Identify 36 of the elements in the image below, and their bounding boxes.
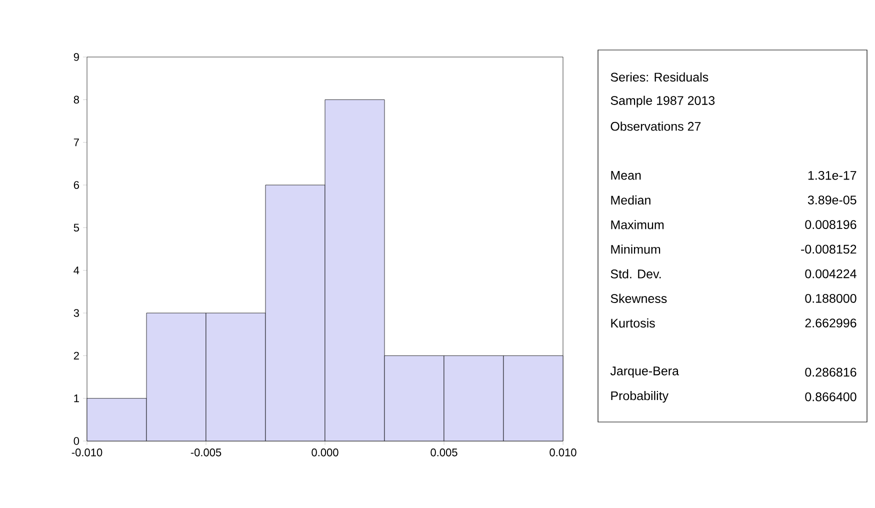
text: 0.188000: [805, 294, 856, 303]
text: Observations 27: [610, 122, 701, 131]
x-tick-label: -0.010: [72, 448, 102, 456]
text: Series: Residuals: [610, 72, 708, 82]
y-tick-label: 9: [74, 53, 79, 61]
text: 0.004224: [805, 269, 856, 278]
text: -0.008152: [801, 244, 856, 254]
y-tick-label: 6: [74, 181, 80, 189]
x-tick-label: -0.005: [190, 448, 222, 456]
text: 0.286816: [805, 368, 856, 377]
y-tick-label: 1: [74, 394, 79, 402]
text: Sample 1987 2013: [610, 96, 715, 108]
y-tick-label: 3: [74, 309, 80, 317]
text: 1.31e-17: [808, 170, 856, 180]
text: Skewness: [610, 294, 667, 303]
text: 0.008196: [805, 220, 856, 230]
text: 2.662996: [805, 318, 856, 328]
text: Minimum: [611, 244, 660, 254]
y-tick-label: 2: [74, 352, 79, 360]
y-tick-label: 5: [74, 224, 80, 232]
text: Std. Dev.: [610, 269, 661, 278]
x-tick-label: 0.010: [550, 448, 576, 456]
y-tick-label: 8: [74, 96, 80, 104]
text: Mean: [611, 171, 641, 180]
text: 0.866400: [805, 392, 856, 402]
y-tick-label: 0: [74, 437, 80, 445]
x-tick-label: 0.000: [312, 448, 338, 456]
y-tick-label: 7: [74, 138, 79, 146]
text: Probability: [611, 390, 669, 403]
text: 3.89e-05: [808, 196, 856, 204]
text: Kurtosis: [611, 318, 655, 328]
text: Maximum: [611, 220, 664, 230]
text: Jarque-Bera: [610, 366, 679, 378]
text: Median: [611, 195, 650, 205]
y-tick-label: 4: [74, 266, 80, 274]
x-tick-label: 0.005: [430, 448, 458, 456]
